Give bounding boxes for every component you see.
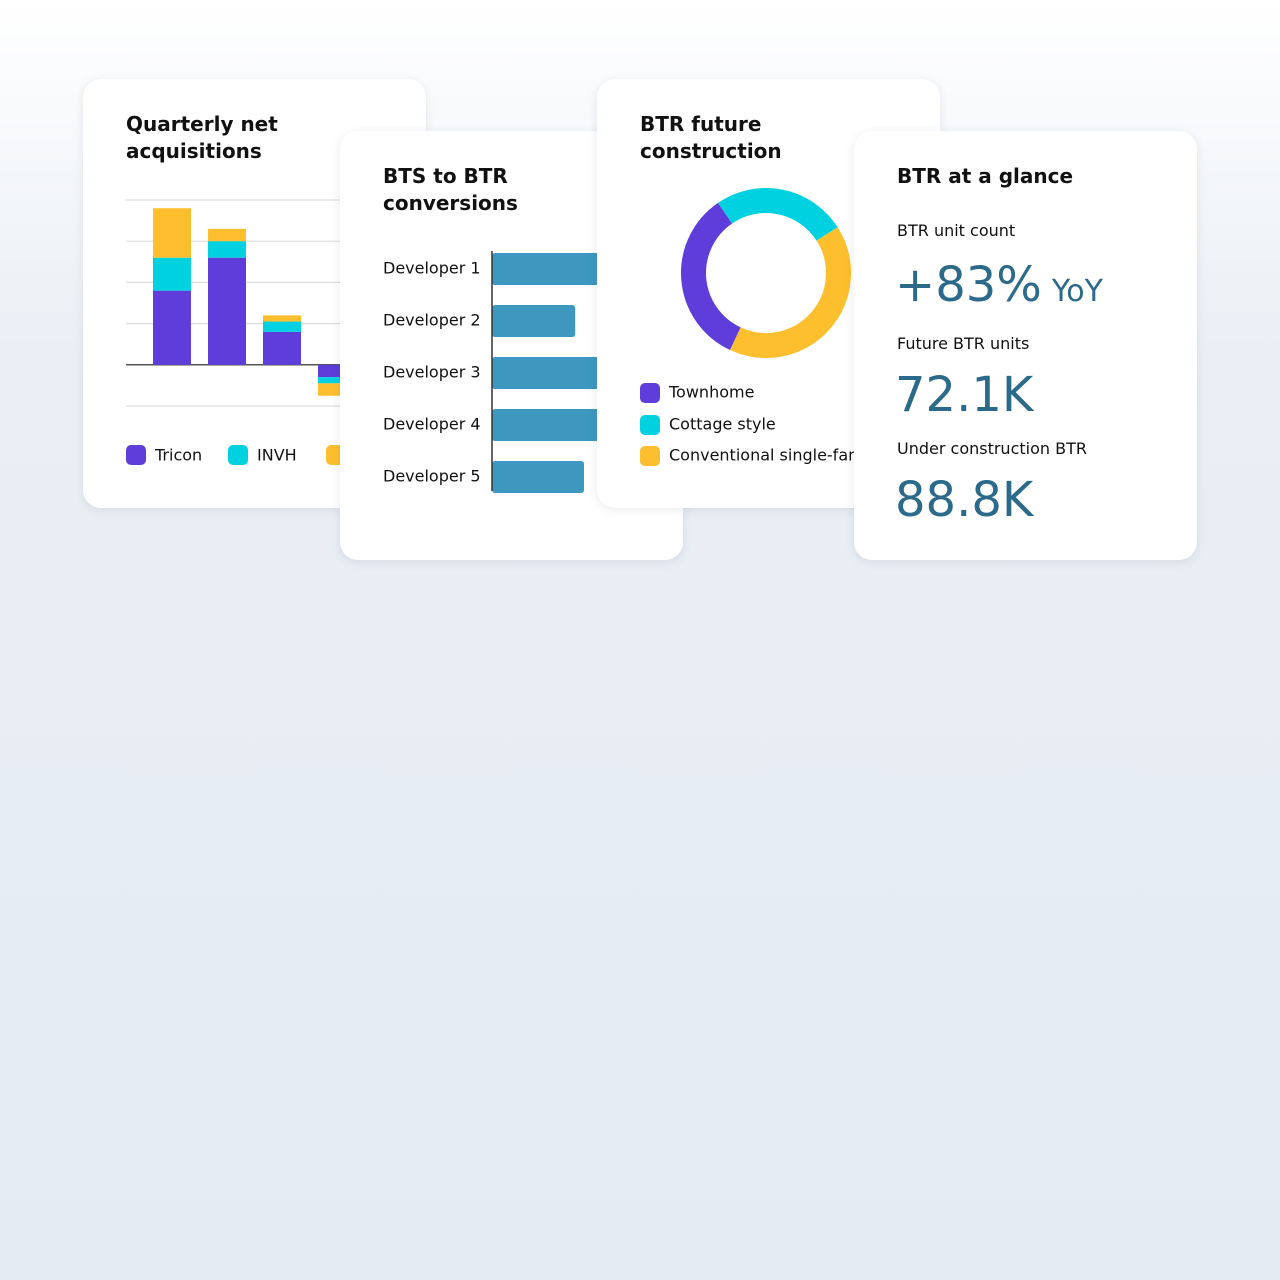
- bar: [492, 409, 604, 441]
- chart: Developer 1 Developer 2 Developer 3 Develop…: [383, 251, 620, 493]
- metric-value: 88.8K: [895, 472, 1034, 528]
- bar-segment: [208, 228, 246, 242]
- legend-label: Tricon: [154, 446, 202, 465]
- donut-slice: [717, 188, 838, 242]
- y-tick-label: Developer 5: [383, 467, 481, 486]
- legend-swatch: [640, 383, 660, 403]
- legend-swatch: [228, 445, 248, 465]
- donut-slice: [730, 227, 851, 358]
- bar: [492, 357, 620, 389]
- bar-segment: [153, 290, 191, 365]
- bar-segment: [263, 331, 301, 365]
- card-title: BTR future construction: [640, 112, 782, 163]
- legend-label: INVH: [257, 446, 297, 465]
- metric-unit: YoY: [1051, 274, 1103, 309]
- bar-segment: [208, 241, 246, 258]
- card-title: BTS to BTR conversions: [383, 164, 518, 215]
- metric-value: +83% YoY: [895, 259, 1103, 318]
- y-tick-label: Developer 3: [383, 363, 481, 382]
- card: BTR at a glance BTR unit count +83% YoY F…: [854, 131, 1197, 560]
- bar: [492, 461, 584, 493]
- y-tick-label: Developer 2: [383, 311, 481, 330]
- bar-segment: [318, 377, 356, 384]
- legend-swatch: [126, 445, 146, 465]
- y-tick-label: Developer 1: [383, 259, 481, 278]
- bar-segment: [153, 208, 191, 258]
- y-tick-label: Developer 4: [383, 415, 481, 434]
- card-title: BTR at a glance: [897, 164, 1074, 188]
- metric-value: 72.1K: [895, 367, 1034, 423]
- donut-slice: [681, 202, 742, 351]
- legend-swatch: [640, 446, 660, 466]
- metric-label: Future BTR units: [897, 334, 1030, 353]
- legend-label: Townhome: [668, 383, 754, 402]
- metric-label: Under construction BTR: [897, 439, 1087, 458]
- bar: [492, 305, 576, 337]
- bar-segment: [263, 321, 301, 332]
- legend-swatch: [640, 415, 660, 435]
- bar: [492, 253, 612, 285]
- chart: Townhome Cottage style Conventional single…: [640, 188, 882, 466]
- bar-segment: [153, 257, 191, 291]
- legend-label: Conventional single-family: [669, 446, 882, 465]
- bar-segment: [263, 315, 301, 322]
- legend-label: Cottage style: [669, 415, 776, 434]
- bar-segment: [208, 257, 246, 365]
- card-title: Quarterly net acquisitions: [126, 112, 278, 163]
- metric-number: +83%: [895, 257, 1042, 313]
- metric-label: BTR unit count: [897, 221, 1016, 240]
